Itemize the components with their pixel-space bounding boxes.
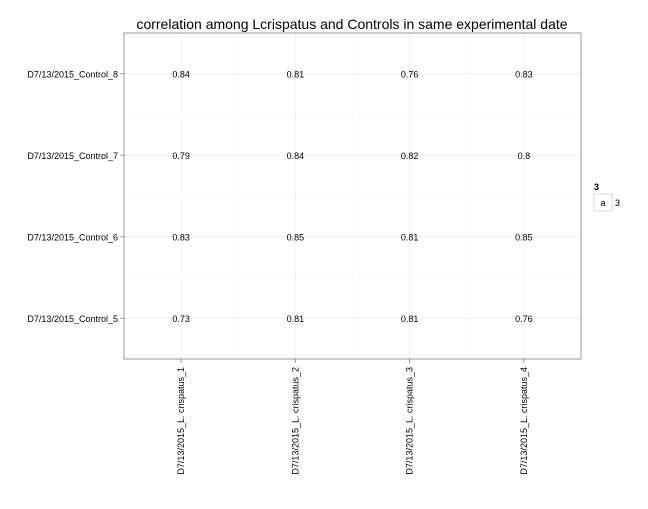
x-tick-label: D7/13/2015_L. crispatus_3 bbox=[405, 367, 415, 475]
legend-label: 3 bbox=[615, 198, 620, 208]
cell-value-label: 0.84 bbox=[287, 151, 305, 161]
cell-value-label: 0.76 bbox=[515, 314, 533, 324]
y-tick-label: D7/13/2015_Control_5 bbox=[27, 314, 118, 324]
legend-key-box bbox=[593, 193, 613, 212]
cell-value-label: 0.81 bbox=[401, 314, 419, 324]
plot-panel: 0.73 0.81 0.81 0.76 0.83 0.85 0.81 0.85 0.79 0.84… bbox=[123, 32, 582, 360]
x-tick-label: D7/13/2015_L. crispatus_1 bbox=[176, 367, 186, 475]
cell-value-label: 0.79 bbox=[172, 151, 190, 161]
cell-value-label: 0.84 bbox=[172, 69, 190, 79]
x-axis: D7/13/2015_L. crispatus_1 D7/13/2015_L. c… bbox=[176, 359, 529, 475]
x-tick-label: D7/13/2015_L. crispatus_2 bbox=[290, 367, 300, 475]
cell-value-label: 0.8 bbox=[518, 151, 531, 161]
x-tick-label: D7/13/2015_L. crispatus_4 bbox=[519, 367, 529, 475]
cell-value-label: 0.85 bbox=[515, 232, 533, 242]
y-tick-label: D7/13/2015_Control_6 bbox=[27, 232, 118, 242]
cell-value-label: 0.83 bbox=[515, 69, 533, 79]
y-tick-label: D7/13/2015_Control_7 bbox=[27, 151, 118, 161]
cell-labels: 0.73 0.81 0.81 0.76 0.83 0.85 0.81 0.85 0.79 0.84… bbox=[172, 69, 532, 324]
legend: 3 a 3 bbox=[593, 182, 620, 212]
y-axis: D7/13/2015_Control_5 D7/13/2015_Control_6… bbox=[27, 69, 124, 324]
cell-value-label: 0.83 bbox=[172, 232, 190, 242]
cell-value-label: 0.85 bbox=[287, 232, 305, 242]
cell-value-label: 0.82 bbox=[401, 151, 419, 161]
cell-value-label: 0.81 bbox=[287, 314, 305, 324]
y-tick-label: D7/13/2015_Control_8 bbox=[27, 69, 118, 79]
legend-key-glyph: a bbox=[600, 198, 605, 208]
cell-value-label: 0.81 bbox=[401, 232, 419, 242]
cell-value-label: 0.76 bbox=[401, 69, 419, 79]
cell-value-label: 0.81 bbox=[287, 69, 305, 79]
cell-value-label: 0.73 bbox=[172, 314, 190, 324]
chart-title: correlation among Lcrispatus and Control… bbox=[136, 16, 567, 32]
plot-border bbox=[123, 32, 582, 360]
legend-title: 3 bbox=[594, 182, 599, 192]
